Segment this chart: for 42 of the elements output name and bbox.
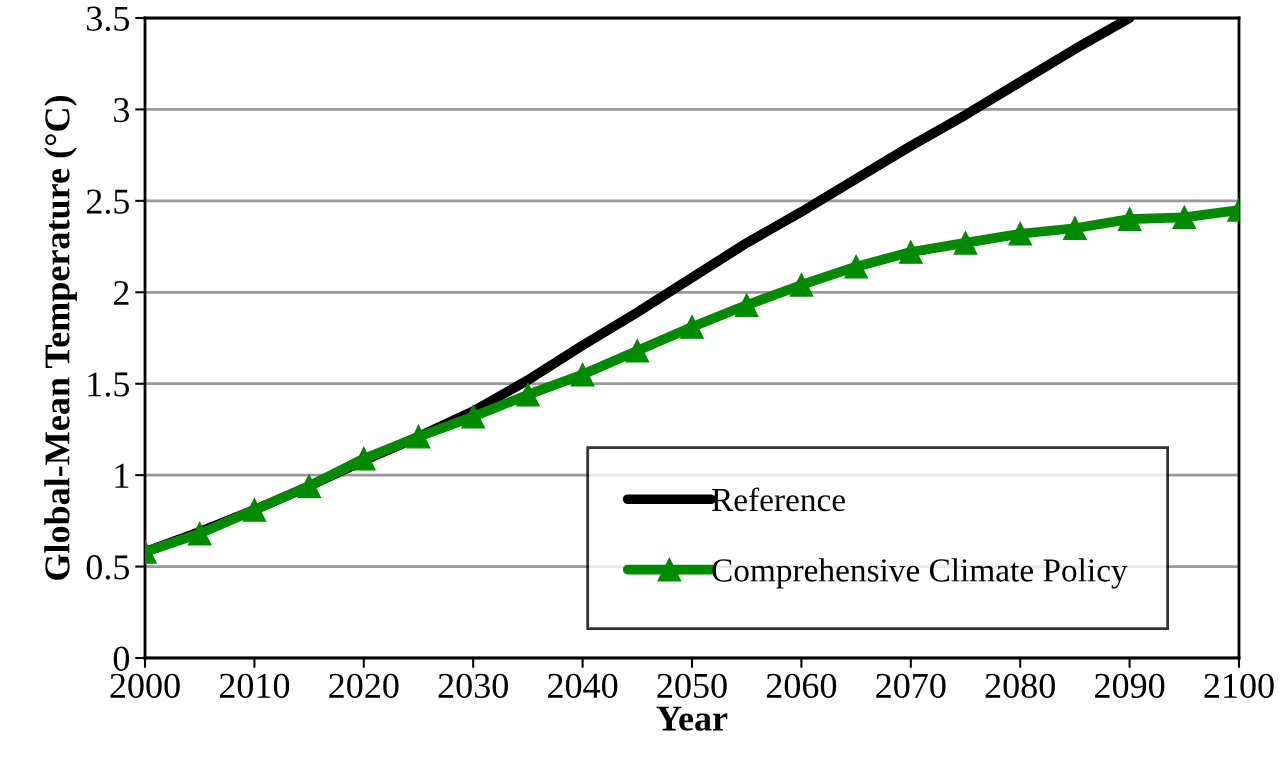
x-tick-label: 2090 xyxy=(1095,673,1165,698)
y-tick-label: 3 xyxy=(114,98,130,123)
point xyxy=(1063,216,1087,241)
y-axis-title: Global-Mean Temperature (°C) xyxy=(44,95,77,580)
x-tick-label: 2020 xyxy=(329,673,399,698)
y-tick-label: 2 xyxy=(113,280,129,305)
point xyxy=(242,498,267,522)
point xyxy=(898,240,923,264)
point xyxy=(187,521,212,546)
point xyxy=(406,424,431,449)
point xyxy=(953,231,978,255)
point xyxy=(789,273,814,297)
x-tick-label: 2050 xyxy=(657,673,727,698)
x-tick-label: 2100 xyxy=(1204,673,1274,698)
point xyxy=(844,254,868,279)
legend-label: Comprehensive Climate Policy xyxy=(712,558,1128,589)
x-tick-label: 2010 xyxy=(219,673,290,698)
x-tick-label: 2030 xyxy=(438,673,508,698)
x-tick-label: 2080 xyxy=(985,673,1055,698)
y-tick-label: 3.5 xyxy=(87,6,130,32)
y-tick-label: 0 xyxy=(113,646,130,671)
point xyxy=(680,315,704,339)
point xyxy=(625,338,650,363)
y-tick-label: 2.5 xyxy=(86,189,130,214)
y-tick-label: 1 xyxy=(115,463,129,488)
point xyxy=(461,404,486,429)
point xyxy=(1172,205,1197,230)
point xyxy=(351,446,376,471)
point xyxy=(734,293,759,317)
point xyxy=(1117,207,1142,231)
point xyxy=(516,382,540,407)
x-tick-label: 2040 xyxy=(548,673,618,698)
point xyxy=(570,362,595,387)
y-tick-label: 0.5 xyxy=(86,555,130,580)
x-tick-label: 2000 xyxy=(110,673,180,698)
legend-label: Reference xyxy=(711,487,845,512)
x-axis-title: Year xyxy=(656,706,728,731)
x-tick-label: 2070 xyxy=(876,673,946,698)
point xyxy=(297,474,321,498)
x-tick-label: 2060 xyxy=(766,673,837,698)
point xyxy=(1008,221,1033,246)
y-tick-label: 1.5 xyxy=(88,372,130,397)
